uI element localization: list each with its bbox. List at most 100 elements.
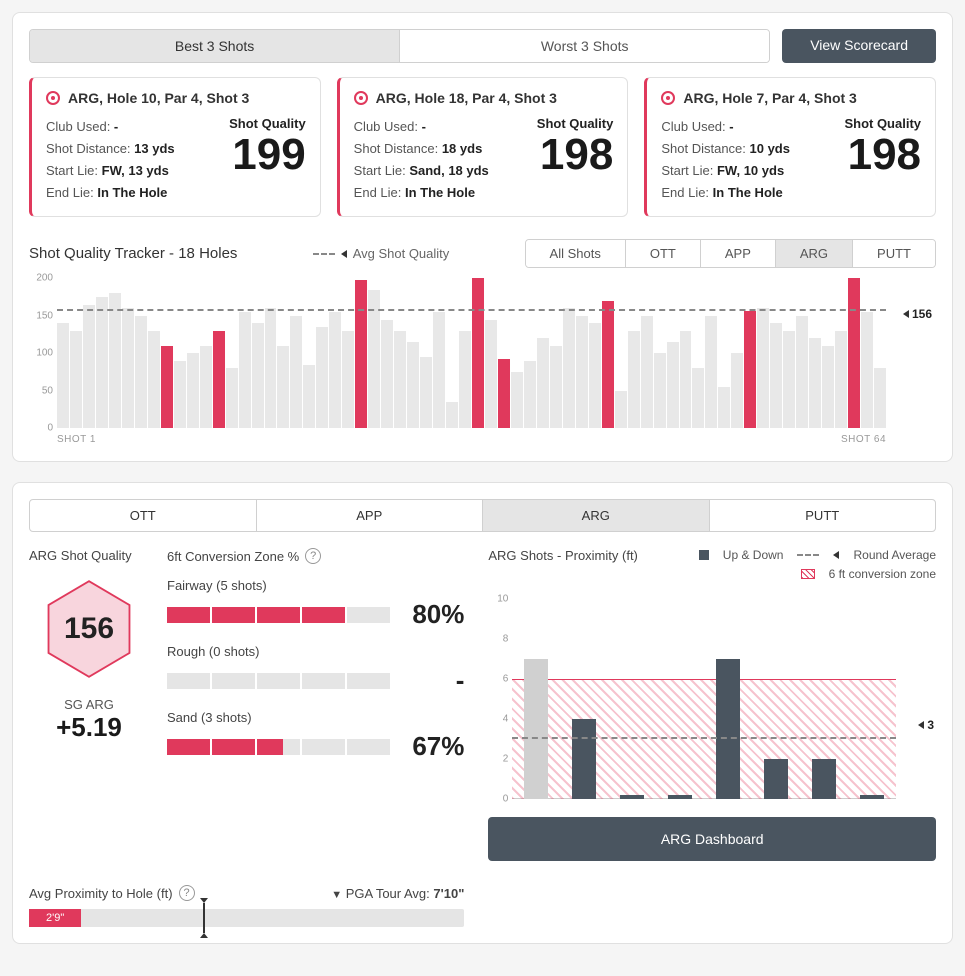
filter-tab-arg[interactable]: ARG [775, 240, 852, 267]
tracker-bar[interactable] [70, 331, 82, 429]
square-icon [699, 550, 709, 560]
tracker-bar[interactable] [135, 316, 147, 429]
tracker-bar[interactable] [641, 316, 653, 429]
tracker-bar[interactable] [667, 342, 679, 428]
view-scorecard-button[interactable]: View Scorecard [782, 29, 936, 63]
tracker-bar[interactable] [161, 346, 173, 429]
tracker-bar[interactable] [472, 278, 484, 428]
tracker-bar[interactable] [705, 316, 717, 429]
bottom-tab-ott[interactable]: OTT [30, 500, 256, 531]
prox-bar[interactable] [812, 759, 836, 799]
prox-bar[interactable] [860, 795, 884, 799]
tracker-bar[interactable] [822, 346, 834, 429]
tracker-bar[interactable] [239, 312, 251, 428]
prox-bar[interactable] [524, 659, 548, 799]
prox-bar[interactable] [668, 795, 692, 799]
tracker-bar[interactable] [407, 342, 419, 428]
tracker-bar[interactable] [576, 316, 588, 429]
tracker-bar[interactable] [316, 327, 328, 428]
tracker-bar[interactable] [744, 311, 756, 429]
tracker-bar[interactable] [277, 346, 289, 429]
tracker-bar[interactable] [861, 312, 873, 428]
tracker-bar[interactable] [290, 316, 302, 429]
tracker-bar[interactable] [718, 387, 730, 428]
legend-updown: Up & Down [723, 548, 784, 562]
tracker-bar[interactable] [226, 368, 238, 428]
tracker-bar[interactable] [628, 331, 640, 429]
tracker-bar[interactable] [680, 331, 692, 429]
tracker-bar[interactable] [874, 368, 886, 428]
shot-stats: Club Used: - Shot Distance: 18 yds Start… [354, 116, 489, 204]
tracker-bar[interactable] [109, 293, 121, 428]
tracker-bar[interactable] [394, 331, 406, 429]
tracker-bar[interactable] [563, 308, 575, 428]
help-icon[interactable]: ? [305, 548, 321, 564]
filter-tab-all-shots[interactable]: All Shots [526, 240, 625, 267]
prox-bar[interactable] [764, 759, 788, 799]
tracker-bar[interactable] [537, 338, 549, 428]
shot-card[interactable]: ARG, Hole 18, Par 4, Shot 3 Club Used: -… [337, 77, 629, 217]
filter-tab-putt[interactable]: PUTT [852, 240, 935, 267]
tracker-bar[interactable] [381, 320, 393, 429]
help-icon[interactable]: ? [179, 885, 195, 901]
tracker-bar[interactable] [420, 357, 432, 428]
tracker-bar[interactable] [252, 323, 264, 428]
top-controls: Best 3 Shots Worst 3 Shots View Scorecar… [29, 29, 936, 63]
tab-best-shots[interactable]: Best 3 Shots [30, 30, 399, 62]
prox-bar[interactable] [716, 659, 740, 799]
tracker-bar[interactable] [342, 331, 354, 429]
tracker-bar[interactable] [511, 372, 523, 428]
tracker-bar[interactable] [602, 301, 614, 429]
bottom-tab-app[interactable]: APP [256, 500, 483, 531]
tracker-bar[interactable] [550, 346, 562, 429]
proximity-chart: 0246810 3 [488, 599, 936, 799]
tracker-bar[interactable] [485, 320, 497, 429]
filter-tab-ott[interactable]: OTT [625, 240, 700, 267]
shot-card[interactable]: ARG, Hole 7, Par 4, Shot 3 Club Used: - … [644, 77, 936, 217]
tracker-bar[interactable] [848, 278, 860, 428]
tracker-bar[interactable] [303, 365, 315, 429]
bottom-tab-arg[interactable]: ARG [482, 500, 709, 531]
arg-detail-panel: OTTAPPARGPUTT ARG Shot Quality 156 SG AR… [12, 482, 953, 944]
tracker-bar[interactable] [433, 312, 445, 428]
tracker-bar[interactable] [524, 361, 536, 429]
tracker-bar[interactable] [692, 368, 704, 428]
prox-bar[interactable] [620, 795, 644, 799]
tracker-bar[interactable] [835, 331, 847, 429]
tracker-bar[interactable] [459, 331, 471, 429]
tracker-bar[interactable] [200, 346, 212, 429]
tracker-bar[interactable] [589, 323, 601, 428]
prox-bar[interactable] [572, 719, 596, 799]
tracker-bar[interactable] [498, 359, 510, 429]
tracker-bar[interactable] [770, 323, 782, 428]
tracker-bar[interactable] [446, 402, 458, 428]
tracker-bar[interactable] [57, 323, 69, 428]
tracker-bar[interactable] [265, 308, 277, 428]
tracker-bar[interactable] [187, 353, 199, 428]
tracker-bar[interactable] [83, 305, 95, 429]
quality-value: 198 [844, 133, 921, 177]
my-prox-value: 2'9" [46, 912, 64, 924]
tracker-bar[interactable] [96, 297, 108, 428]
tracker-bar[interactable] [731, 353, 743, 428]
pga-avg-value: 7'10" [433, 886, 464, 901]
shot-card[interactable]: ARG, Hole 10, Par 4, Shot 3 Club Used: -… [29, 77, 321, 217]
pga-avg: ▼ PGA Tour Avg: 7'10" [331, 886, 464, 901]
tracker-bar[interactable] [757, 308, 769, 428]
tracker-bar[interactable] [809, 338, 821, 428]
tracker-bar[interactable] [654, 353, 666, 428]
tracker-bar[interactable] [122, 308, 134, 428]
tracker-bar[interactable] [213, 331, 225, 429]
tracker-bar[interactable] [355, 280, 367, 429]
tab-worst-shots[interactable]: Worst 3 Shots [399, 30, 769, 62]
tracker-bar[interactable] [796, 316, 808, 429]
tracker-bar[interactable] [783, 331, 795, 429]
arg-dashboard-button[interactable]: ARG Dashboard [488, 817, 936, 861]
tracker-title: Shot Quality Tracker - 18 Holes [29, 245, 237, 262]
tracker-bar[interactable] [174, 361, 186, 429]
tracker-bar[interactable] [148, 331, 160, 429]
tracker-bar[interactable] [329, 312, 341, 428]
filter-tab-app[interactable]: APP [700, 240, 775, 267]
tracker-bar[interactable] [615, 391, 627, 429]
bottom-tab-putt[interactable]: PUTT [709, 500, 936, 531]
